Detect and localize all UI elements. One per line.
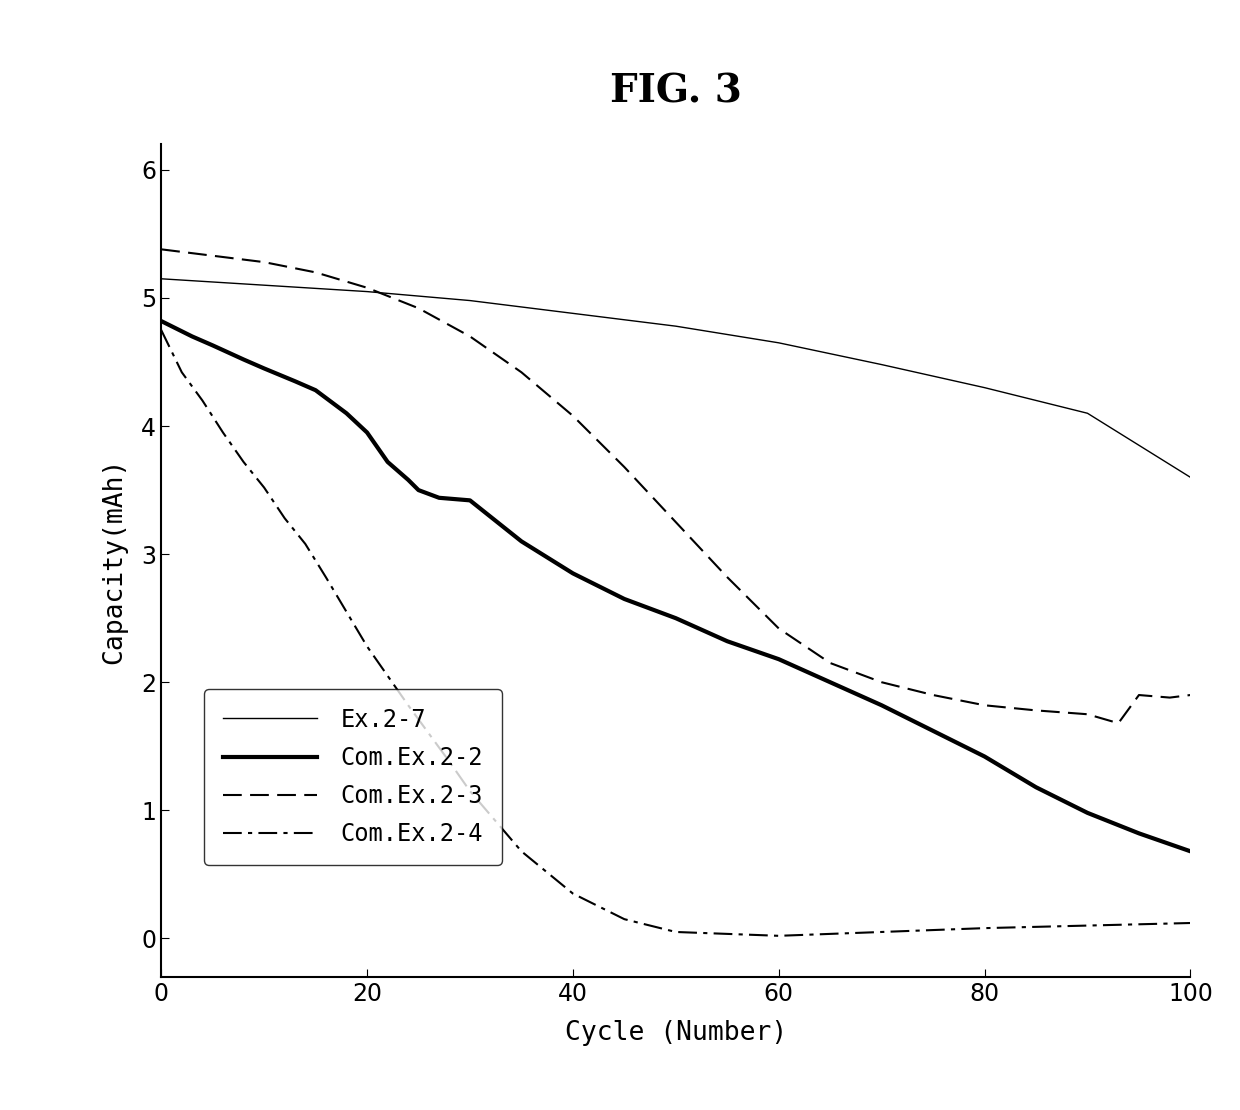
X-axis label: Cycle (Number): Cycle (Number) bbox=[564, 1020, 787, 1046]
Title: FIG. 3: FIG. 3 bbox=[610, 72, 742, 111]
Legend: Ex.2-7, Com.Ex.2-2, Com.Ex.2-3, Com.Ex.2-4: Ex.2-7, Com.Ex.2-2, Com.Ex.2-3, Com.Ex.2… bbox=[203, 689, 502, 865]
Y-axis label: Capacity(mAh): Capacity(mAh) bbox=[102, 457, 128, 664]
